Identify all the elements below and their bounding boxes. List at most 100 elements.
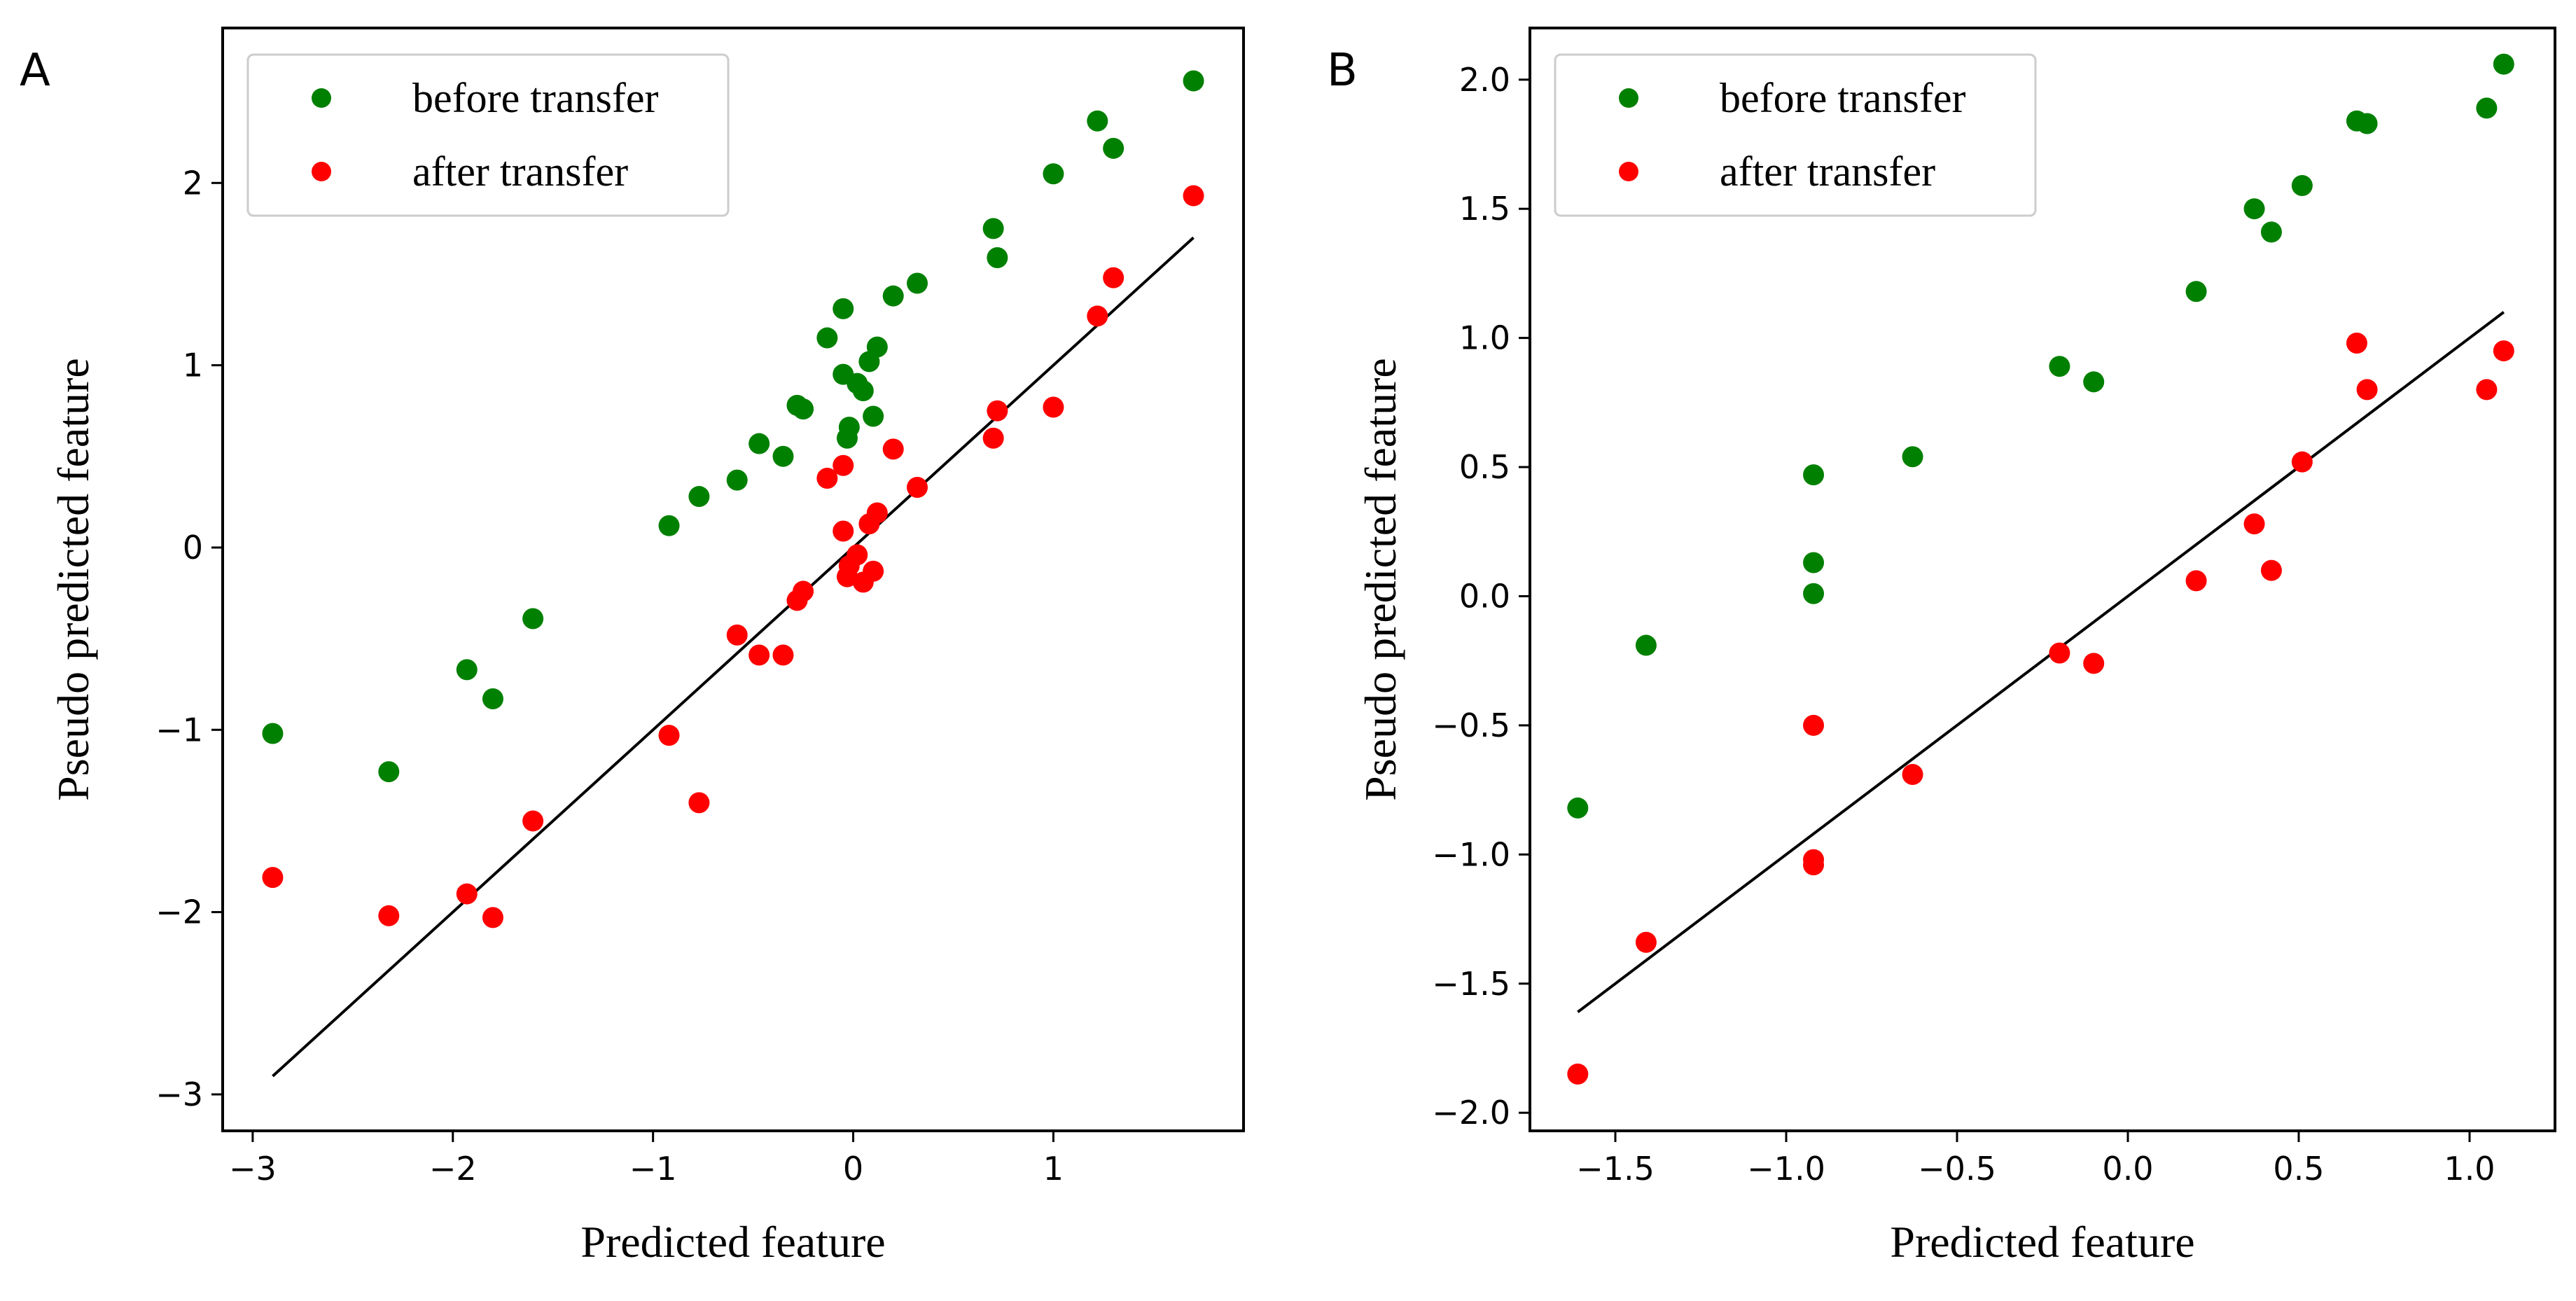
panel-a-point-after [793,580,814,602]
panel-a-point-after [866,502,888,524]
panel-a-point-after [847,544,868,566]
panel-b-point-before [2291,175,2313,196]
panel-b-y-tick-label: −2.0 [1432,1094,1510,1132]
panel-b-x-tick-label: 1.0 [2444,1150,2495,1188]
panel-b-y-tick-label: 2.0 [1459,61,1510,99]
panel-b-y-axis-title: Pseudo predicted feature [1356,358,1405,801]
panel-b-ticks: −1.5 −1.0 −0.5 0.0 0.5 1.0 −2.0 −1.5 −1.0 −0.5 0.0… [1432,61,2495,1188]
panel-b-y-tick-label: −0.5 [1432,707,1510,744]
panel-a-point-before [793,398,814,420]
panel-b-point-before [2243,198,2265,220]
panel-b-plot-frame [1529,27,2556,1132]
panel-a-point-before [833,298,854,319]
panel-b-point-before [2356,113,2378,134]
panel-b-y-tick-label: −1.5 [1432,965,1510,1003]
panel-a-points [262,70,1204,928]
panel-a-point-before [688,486,710,508]
panel-b-point-after [2185,570,2207,592]
panel-a-x-tick-label: −2 [429,1150,477,1188]
panel-b-point-after [1567,1063,1589,1085]
panel-b-point-after [2291,451,2313,473]
panel-a-point-after [1043,396,1064,418]
panel-b-point-after [2260,559,2282,581]
panel-b-point-after [2346,333,2367,354]
panel-a-point-after [749,644,770,666]
panel-a-y-tick-label: 0 [183,529,203,566]
panel-a-point-after [816,468,838,489]
panel-a-point-after [1183,185,1204,207]
panel-a-y-tick-label: 1 [183,347,203,384]
panel-b-point-before [2476,97,2498,119]
panel-b-y-tick-label: 1.0 [1459,319,1510,357]
panel-b-points [1567,53,2514,1085]
panel-b-point-before [2493,53,2514,75]
panel-a-letter: A [20,45,50,97]
panel-a-point-after [658,725,680,746]
panel-b-point-before [2049,356,2070,377]
panel-a-point-after [863,560,884,582]
panel-a-point-before [1087,110,1108,132]
panel-b-point-after [2243,513,2265,535]
panel-b-x-tick-label: 0.5 [2273,1150,2324,1188]
panel-b-x-axis-title: Predicted feature [1890,1217,2194,1267]
panel-b-point-before [2083,371,2105,393]
panel-b-point-after [1803,714,1825,736]
panel-a-point-before [1183,70,1204,92]
panel-a-point-before [378,761,400,783]
panel-a-legend-box [246,53,730,217]
panel-b-x-tick-label: −0.5 [1918,1150,1996,1188]
panel-b-point-before [2185,281,2207,302]
panel-a-point-after [1087,305,1108,327]
panel-a-y-tick-label: 2 [183,164,203,202]
panel-a-fit-line [272,236,1195,1078]
panel-a-point-after [522,810,544,832]
panel-a-legend-marker-before [312,88,331,108]
panel-a-point-after [378,905,400,926]
panel-a-x-tick-label: 1 [1043,1150,1064,1188]
panel-b-point-before [2260,221,2282,243]
panel-a-point-before [982,218,1004,239]
panel-b-legend-marker-after [1619,162,1638,181]
panel-b-point-after [2493,340,2514,362]
panel-b-point-before [1803,552,1825,573]
panel-a-point-after [456,883,478,905]
panel-b-point-after [1902,763,1923,785]
panel-b-point-after [2476,379,2498,401]
panel-b-point-before [1902,446,1923,468]
panel-a-point-before [262,723,284,744]
panel-a-y-tick-label: −1 [155,711,203,749]
panel-b-point-before [1635,634,1657,656]
panel-b-x-tick-label: −1.5 [1576,1150,1655,1188]
panel-a-point-after [982,427,1004,449]
panel-a-point-before [658,515,680,536]
panel-a-point-before [749,433,770,454]
panel-a: A −3 −2 −1 0 1 −3 −2 −1 0 1 2 before transfer afte… [20,27,1245,1267]
panel-a-point-before [482,688,503,710]
panel-a-point-before [866,336,888,358]
panel-a-legend-label-before: before transfer [412,75,658,121]
panel-a-point-before [816,327,838,349]
panel-b-point-after [1803,854,1825,876]
panel-a-x-tick-label: −3 [229,1150,277,1188]
panel-a-point-after [262,867,284,889]
panel-b-point-after [1635,931,1657,953]
panel-a-point-before [456,659,478,681]
panel-a-point-before [1043,163,1064,185]
panel-b-legend-marker-before [1619,88,1638,108]
panel-a-point-before [987,247,1008,269]
panel-b-point-before [1567,797,1589,819]
panel-a-y-tick-label: −3 [155,1076,203,1113]
panel-a-point-after [833,520,854,542]
panel-a-y-tick-label: −2 [155,893,203,931]
panel-a-x-tick-label: 0 [843,1150,863,1188]
panel-a-ticks: −3 −2 −1 0 1 −3 −2 −1 0 1 2 [155,164,1064,1188]
panel-a-point-before [522,608,544,629]
panel-a-point-before [726,469,748,491]
panel-b-legend-label-after: after transfer [1720,148,1935,195]
panel-a-point-after [882,438,904,460]
panel-a-point-after [833,454,854,476]
panel-b-fit-line [1577,311,2505,1013]
panel-a-plot-frame [221,27,1245,1132]
panel-a-point-before [838,417,860,438]
